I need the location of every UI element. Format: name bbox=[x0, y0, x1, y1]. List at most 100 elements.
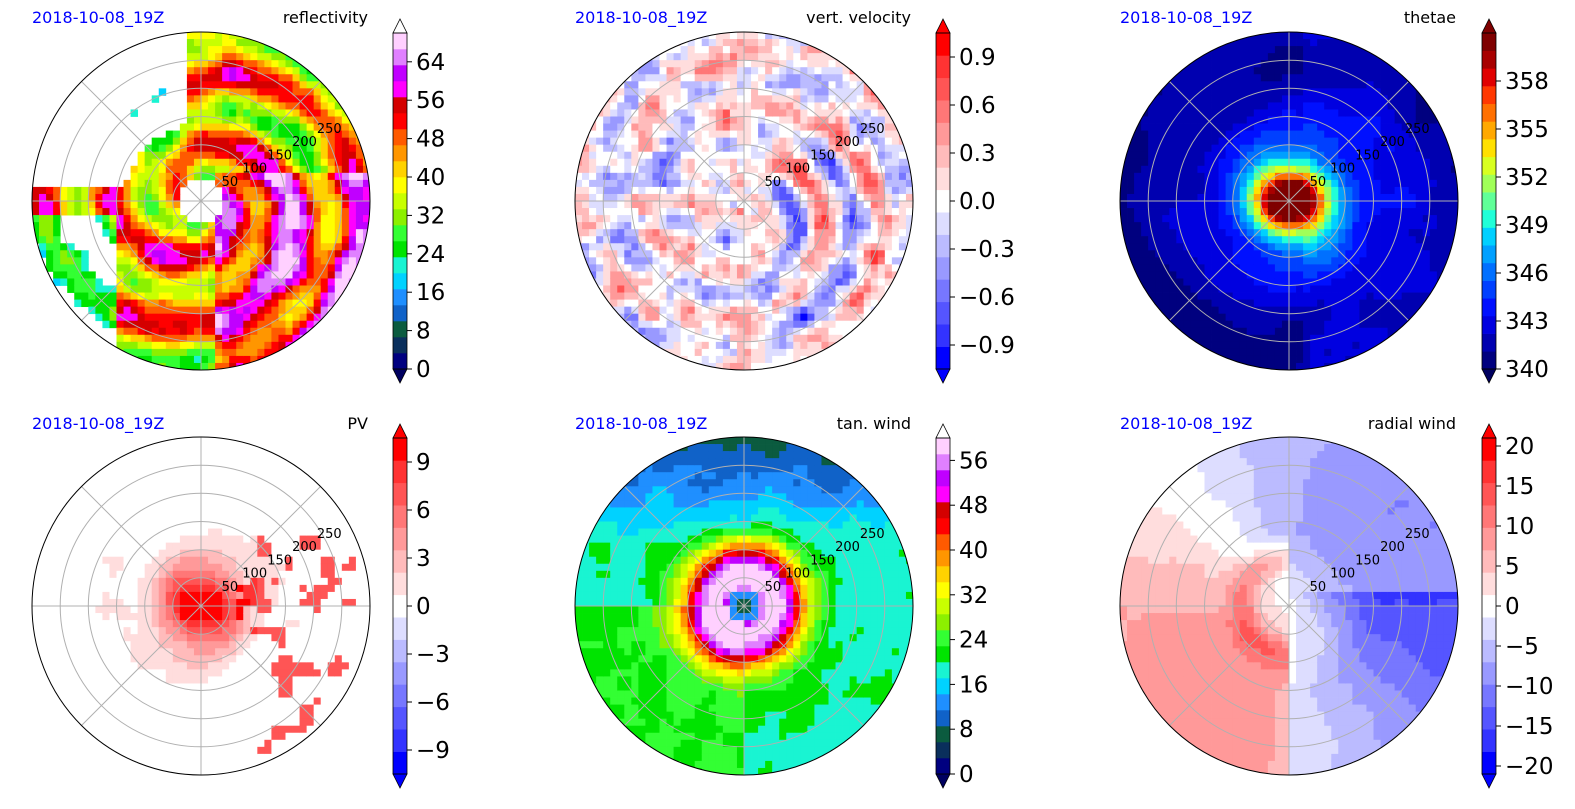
field-cell bbox=[842, 102, 851, 110]
field-cell bbox=[222, 201, 230, 209]
field-cell bbox=[1267, 208, 1276, 216]
field-cell bbox=[828, 123, 836, 131]
field-cell bbox=[250, 74, 258, 82]
field-cell bbox=[172, 130, 181, 139]
field-cell bbox=[638, 271, 646, 279]
field-cell bbox=[123, 229, 131, 237]
field-cell bbox=[1345, 130, 1353, 139]
field-cell bbox=[772, 362, 780, 370]
field-cell bbox=[1183, 257, 1191, 265]
field-cell bbox=[1310, 362, 1318, 370]
field-cell bbox=[278, 102, 286, 110]
field-cell bbox=[236, 250, 244, 258]
field-cell bbox=[715, 341, 724, 350]
field-cell bbox=[891, 250, 900, 258]
field-cell bbox=[736, 123, 745, 131]
field-cell bbox=[341, 193, 350, 202]
field-cell bbox=[201, 60, 209, 68]
field-cell bbox=[891, 208, 900, 216]
field-cell bbox=[102, 222, 110, 230]
field-cell bbox=[603, 306, 611, 315]
field-cell bbox=[208, 46, 216, 54]
field-cell bbox=[800, 116, 808, 124]
field-cell bbox=[1331, 348, 1339, 357]
field-cell bbox=[638, 306, 646, 315]
field-cell bbox=[680, 215, 689, 223]
field-cell bbox=[341, 158, 350, 167]
field-cell bbox=[708, 123, 717, 131]
field-cell bbox=[856, 67, 865, 75]
field-cell bbox=[278, 60, 286, 68]
field-cell bbox=[271, 222, 279, 230]
field-cell bbox=[193, 250, 202, 258]
field-cell bbox=[884, 250, 893, 258]
field-cell bbox=[1352, 116, 1360, 124]
field-cell bbox=[1352, 215, 1360, 223]
field-cell bbox=[243, 201, 251, 209]
field-cell bbox=[53, 257, 61, 265]
field-cell bbox=[1310, 215, 1318, 223]
field-cell bbox=[292, 229, 300, 237]
field-cell bbox=[751, 327, 759, 336]
field-cell bbox=[589, 172, 597, 181]
field-cell bbox=[81, 201, 89, 209]
field-cell bbox=[257, 208, 265, 216]
field-cell bbox=[1331, 165, 1339, 174]
field-cell bbox=[715, 271, 724, 279]
field-cell bbox=[666, 158, 674, 167]
field-cell bbox=[278, 74, 286, 82]
field-cell bbox=[898, 172, 907, 181]
field-cell bbox=[1296, 60, 1304, 68]
field-cell bbox=[1141, 201, 1149, 209]
field-cell bbox=[130, 320, 139, 329]
field-cell bbox=[828, 158, 836, 167]
field-cell bbox=[229, 74, 237, 82]
field-cell bbox=[694, 109, 703, 117]
field-cell bbox=[243, 306, 251, 315]
field-cell bbox=[1246, 348, 1255, 357]
field-cell bbox=[1169, 144, 1177, 153]
field-cell bbox=[1338, 193, 1346, 202]
field-cell bbox=[1274, 81, 1283, 89]
field-cell bbox=[1232, 355, 1241, 364]
field-cell bbox=[1169, 201, 1177, 209]
field-cell bbox=[1317, 327, 1325, 336]
field-cell bbox=[814, 151, 822, 160]
field-cell bbox=[659, 123, 667, 131]
field-cell bbox=[1317, 186, 1325, 195]
field-cell bbox=[821, 243, 829, 251]
field-cell bbox=[582, 179, 590, 188]
field-cell bbox=[666, 320, 674, 329]
field-cell bbox=[736, 320, 745, 329]
field-cell bbox=[1331, 186, 1339, 195]
field-cell bbox=[1162, 271, 1170, 279]
field-cell bbox=[715, 179, 724, 188]
field-cell bbox=[828, 67, 836, 75]
field-cell bbox=[1352, 250, 1360, 258]
field-cell bbox=[74, 264, 82, 272]
field-cell bbox=[215, 299, 223, 308]
field-cell bbox=[1162, 250, 1170, 258]
field-cell bbox=[708, 299, 717, 308]
field-cell bbox=[165, 172, 174, 181]
field-cell bbox=[596, 243, 604, 251]
field-cell bbox=[1324, 278, 1332, 286]
field-cell bbox=[229, 137, 237, 146]
field-cell bbox=[1183, 306, 1191, 315]
field-cell bbox=[1190, 144, 1198, 153]
field-cell bbox=[1127, 236, 1135, 244]
field-cell bbox=[201, 172, 209, 181]
field-cell bbox=[257, 327, 265, 336]
field-cell bbox=[765, 243, 773, 251]
grid-spoke bbox=[624, 81, 745, 202]
field-cell bbox=[1218, 109, 1227, 117]
field-cell bbox=[1352, 95, 1360, 103]
field-cell bbox=[1204, 201, 1212, 209]
field-cell bbox=[786, 299, 794, 308]
field-cell bbox=[1289, 292, 1297, 300]
field-cell bbox=[722, 67, 731, 75]
field-cell bbox=[1338, 292, 1346, 300]
field-cell bbox=[1253, 236, 1262, 244]
field-cell bbox=[842, 208, 851, 216]
field-cell bbox=[1296, 46, 1304, 54]
